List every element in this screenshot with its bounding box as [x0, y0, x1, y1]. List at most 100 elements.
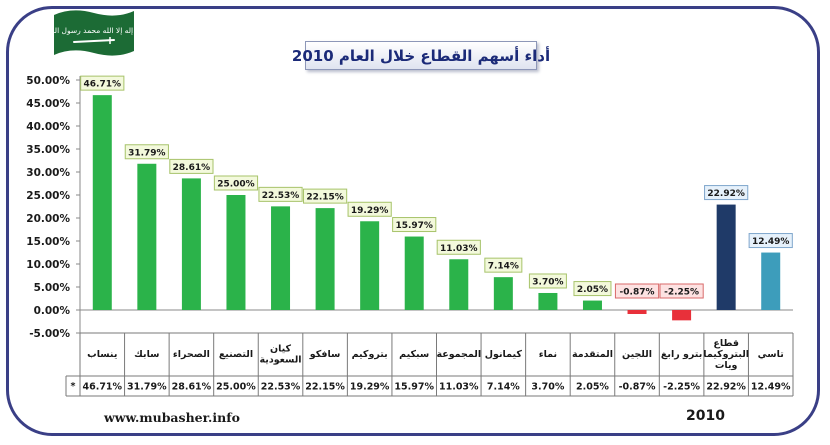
table-value: 7.14%	[487, 382, 520, 393]
category-label: نماء	[539, 349, 557, 360]
data-label: 28.61%	[173, 163, 211, 173]
table-row-marker: *	[71, 381, 76, 392]
category-label: سبكيم	[399, 349, 429, 360]
data-label: 25.00%	[217, 180, 255, 190]
bar	[672, 310, 692, 321]
source-website[interactable]: www.mubasher.info	[104, 410, 240, 425]
category-label-line: سبكيم	[399, 349, 429, 360]
category-label: اللجين	[622, 349, 652, 360]
category-label-line: بتروكيم	[352, 349, 388, 360]
table-value: 2.05%	[576, 382, 609, 393]
data-label-box	[347, 201, 392, 217]
category-label: التصنيع	[219, 349, 253, 360]
category-label-line: سابك	[134, 349, 159, 360]
y-tick-label: 45.00%	[26, 98, 70, 110]
y-tick-label: 15.00%	[26, 236, 70, 248]
data-label-box	[392, 217, 437, 233]
category-label-line: اللجين	[622, 349, 652, 360]
bar	[761, 252, 781, 310]
data-label: -0.87%	[620, 288, 655, 298]
data-label-box	[213, 175, 259, 191]
axis-layer: 50.00% 45.00% 40.00% 35.00% 30.00% 25.00% 20.0…	[26, 75, 793, 396]
bar	[360, 221, 380, 310]
category-label-line: التصنيع	[219, 349, 253, 360]
data-label-box	[484, 257, 523, 273]
table-value: 12.49%	[751, 382, 791, 393]
bar	[582, 300, 602, 310]
data-label: 19.29%	[351, 206, 389, 216]
table-value: -0.87%	[619, 382, 656, 393]
y-tick-label: 0.00%	[34, 305, 71, 317]
y-tick-label: 20.00%	[26, 213, 70, 225]
flag-shahada: لا إله إلا الله محمد رسول الله	[50, 26, 138, 35]
y-tick-label: 40.00%	[26, 121, 70, 133]
footer-year: 2010	[686, 408, 725, 424]
table-value: 3.70%	[531, 382, 564, 393]
y-tick-label: 30.00%	[26, 167, 70, 179]
category-label-line: كيمانول	[485, 349, 523, 360]
data-label: 7.14%	[488, 262, 519, 272]
category-label-line: الصحراء	[173, 349, 210, 360]
bars-layer: 46.71% 31.79% 28.61% 25.00% 22.53% 22.15% 19.2…	[80, 75, 793, 321]
table-value: 46.71%	[82, 382, 122, 393]
y-tick-label: -5.00%	[29, 328, 70, 340]
data-label-box	[659, 283, 704, 299]
category-label: بترو رابغ	[661, 349, 702, 360]
bar	[716, 204, 736, 310]
category-label: تاسي	[758, 349, 784, 360]
category-label: كيان السعودية	[260, 344, 302, 366]
category-label-line: المتقدمة	[572, 349, 613, 360]
bar	[137, 163, 157, 310]
bar	[92, 95, 112, 310]
table-value: 22.53%	[261, 382, 301, 393]
bar	[315, 208, 335, 310]
data-label-box	[748, 233, 793, 249]
category-label-line: تاسي	[758, 349, 784, 360]
category-label-line: ينساب	[87, 349, 117, 360]
category-label-line: المجموعة	[436, 349, 481, 360]
data-label: 11.03%	[440, 244, 478, 254]
data-label: 46.71%	[84, 80, 122, 90]
bar	[538, 292, 558, 310]
data-table: * ينساب 46.71% سابك 31.79% الصحراء 28.61% التصن…	[65, 332, 794, 397]
category-label: بتروكيم	[352, 349, 388, 360]
bar	[271, 206, 291, 310]
table-value: 22.92%	[706, 382, 746, 393]
bar	[226, 195, 246, 310]
data-label-box	[302, 188, 348, 204]
data-label-box	[614, 283, 660, 299]
y-tick-label: 50.00%	[26, 75, 70, 87]
category-label: ينساب	[87, 349, 117, 360]
y-tick-label: 25.00%	[26, 190, 70, 202]
bar	[627, 310, 647, 315]
category-label-line: ويات	[715, 360, 738, 371]
y-tick-label: 35.00%	[26, 144, 70, 156]
bar	[404, 236, 424, 310]
category-label: الصحراء	[173, 349, 210, 360]
flag-cloth	[54, 10, 134, 56]
bar	[449, 259, 469, 310]
category-label: سابك	[134, 349, 159, 360]
table-value: 15.97%	[394, 382, 434, 393]
data-label-box	[573, 281, 612, 297]
data-label-box	[169, 158, 214, 174]
table-value: 19.29%	[350, 382, 390, 393]
flag-sword	[73, 39, 115, 43]
data-label: 22.92%	[707, 189, 745, 199]
category-label: المتقدمة	[572, 349, 613, 360]
data-label: 31.79%	[128, 148, 166, 158]
saudi-flag-icon: لا إله إلا الله محمد رسول الله	[50, 10, 138, 56]
category-label-line: نماء	[539, 349, 557, 360]
category-label-line: بترو رابغ	[661, 349, 702, 360]
y-tick-label: 5.00%	[34, 282, 71, 294]
category-label: قطاع البتروكيما ويات	[703, 338, 749, 371]
data-label-box	[258, 186, 303, 202]
data-label-box	[80, 75, 125, 91]
table-value: 31.79%	[127, 382, 167, 393]
category-label: كيمانول	[485, 349, 523, 360]
category-label-line: البتروكيما	[703, 349, 749, 360]
data-label-box	[528, 273, 567, 289]
data-label: 15.97%	[395, 221, 433, 231]
